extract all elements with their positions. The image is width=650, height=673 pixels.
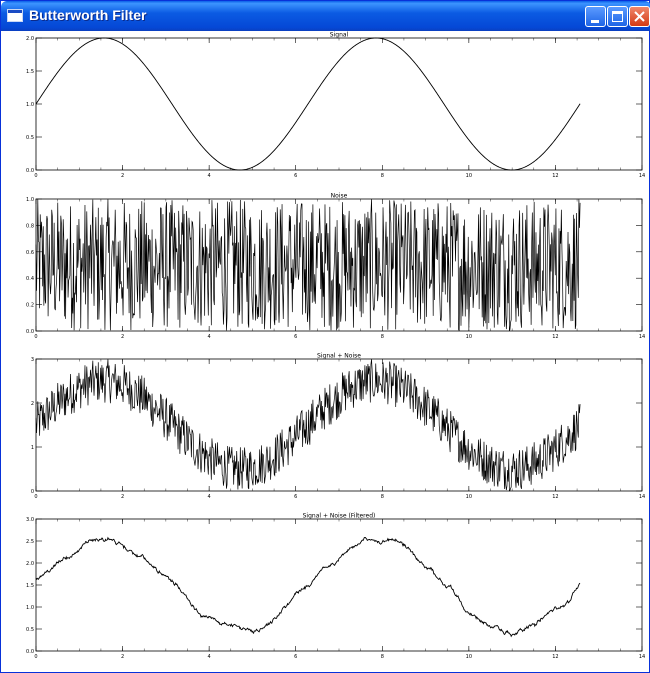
x-tick-label: 8 xyxy=(381,494,384,500)
y-tick-label: 2 xyxy=(31,401,34,407)
x-tick-label: 2 xyxy=(121,494,124,500)
maximize-icon xyxy=(612,11,623,22)
y-tick-label: 0.0 xyxy=(26,329,34,335)
x-tick-label: 4 xyxy=(208,654,211,660)
x-tick-label: 14 xyxy=(639,654,645,660)
y-tick-label: 1.5 xyxy=(26,583,34,589)
x-tick-label: 10 xyxy=(466,654,472,660)
x-tick-label: 0 xyxy=(34,334,37,340)
y-tick-label: 2.5 xyxy=(26,539,34,545)
y-tick-label: 1.0 xyxy=(26,102,34,108)
x-tick-label: 6 xyxy=(294,654,297,660)
y-tick-label: 0.0 xyxy=(26,168,34,174)
y-tick-label: 3 xyxy=(31,357,34,363)
window-title: Butterworth Filter xyxy=(29,7,147,23)
x-tick-label: 6 xyxy=(294,173,297,179)
x-tick-label: 0 xyxy=(34,494,37,500)
y-tick-label: 1.0 xyxy=(26,197,34,203)
chart-panel-2: Noise 0 2 4 6 8 10 12 14 0.0 0.2 0.4 0.6 0.8 1.0 xyxy=(26,193,645,341)
x-tick-label: 10 xyxy=(466,494,472,500)
x-tick-label: 12 xyxy=(552,654,558,660)
chart-title: Signal + Noise (Filtered) xyxy=(303,513,376,520)
x-tick-label: 2 xyxy=(121,654,124,660)
maximize-button[interactable] xyxy=(607,6,628,27)
y-tick-label: 0.0 xyxy=(26,649,34,655)
minimize-icon xyxy=(591,20,599,23)
y-tick-label: 1 xyxy=(31,445,34,451)
plot-area: Signal 0 2 4 6 8 10 12 14 0.0 0.5 1.0 1.5 2.0 Noise 0 2 4… xyxy=(5,31,647,670)
y-tick-label: 3.0 xyxy=(26,517,34,523)
x-tick-label: 12 xyxy=(552,494,558,500)
x-tick-label: 14 xyxy=(639,494,645,500)
series-line xyxy=(35,37,581,171)
x-tick-label: 12 xyxy=(552,334,558,340)
y-tick-label: 1.5 xyxy=(26,69,34,75)
series-line xyxy=(35,199,581,332)
series-line xyxy=(35,359,581,492)
x-tick-label: 4 xyxy=(208,494,211,500)
x-tick-label: 2 xyxy=(121,173,124,179)
plot-frame xyxy=(35,518,643,652)
plot-frame xyxy=(35,37,643,171)
x-tick-label: 14 xyxy=(639,334,645,340)
y-tick-label: 0.4 xyxy=(26,276,34,282)
close-button[interactable] xyxy=(629,6,650,27)
y-tick-label: 1.0 xyxy=(26,605,34,611)
series-line xyxy=(35,536,581,638)
chart-title: Signal xyxy=(330,32,349,39)
y-tick-label: 0.5 xyxy=(26,135,34,141)
x-tick-label: 4 xyxy=(208,334,211,340)
chart-panel-4: Signal + Noise (Filtered) 0 2 4 6 8 10 12 14 0.0 0… xyxy=(26,513,645,661)
x-tick-label: 6 xyxy=(294,334,297,340)
chart-panel-1: Signal 0 2 4 6 8 10 12 14 0.0 0.5 1.0 1.5 2.0 xyxy=(26,32,645,180)
x-tick-label: 10 xyxy=(466,334,472,340)
x-tick-label: 10 xyxy=(466,173,472,179)
x-tick-label: 8 xyxy=(381,173,384,179)
x-tick-label: 0 xyxy=(34,654,37,660)
y-tick-label: 0.2 xyxy=(26,303,34,309)
y-tick-label: 2.0 xyxy=(26,561,34,567)
y-tick-label: 0.6 xyxy=(26,250,34,256)
close-icon xyxy=(634,11,645,22)
x-tick-label: 4 xyxy=(208,173,211,179)
y-tick-label: 0 xyxy=(31,489,34,495)
chart-title: Signal + Noise xyxy=(317,353,361,360)
x-tick-label: 8 xyxy=(381,334,384,340)
y-tick-label: 0.5 xyxy=(26,627,34,633)
chart-title: Noise xyxy=(331,193,348,200)
y-tick-label: 0.8 xyxy=(26,223,34,229)
minimize-button[interactable] xyxy=(585,6,606,27)
x-tick-label: 8 xyxy=(381,654,384,660)
y-tick-label: 2.0 xyxy=(26,36,34,42)
x-tick-label: 0 xyxy=(34,173,37,179)
x-tick-label: 14 xyxy=(639,173,645,179)
x-tick-label: 6 xyxy=(294,494,297,500)
window-app-icon[interactable] xyxy=(7,9,23,22)
x-tick-label: 2 xyxy=(121,334,124,340)
x-tick-label: 12 xyxy=(552,173,558,179)
title-bar[interactable]: Butterworth Filter xyxy=(1,1,650,31)
